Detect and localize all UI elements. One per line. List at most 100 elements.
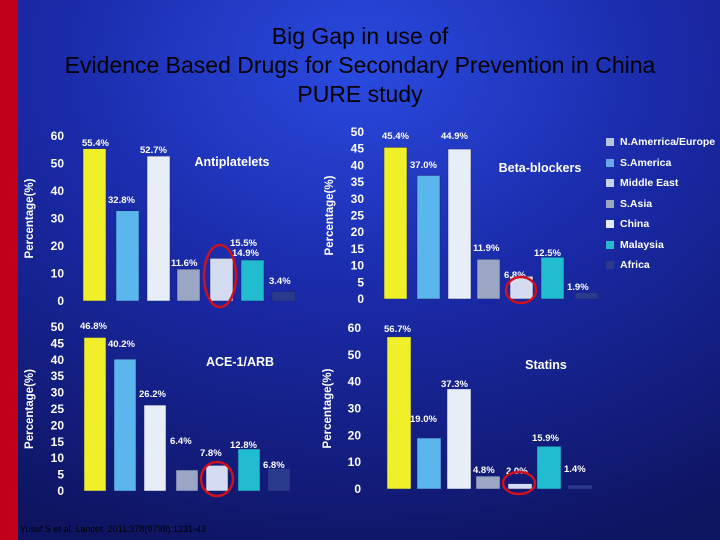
legend: N.Amerrica/Europe S.America Middle East S.A… [606, 136, 715, 280]
data-label: 7.8% [200, 448, 222, 459]
y-tick-label: 45 [51, 336, 65, 350]
data-label: 37.3% [441, 379, 468, 390]
bar-malaysia [536, 446, 562, 490]
y-tick-label: 20 [51, 418, 65, 432]
y-tick-label: 20 [348, 428, 362, 442]
y-tick-label: 40 [51, 184, 65, 198]
chart-title: Beta-blockers [499, 161, 582, 175]
y-tick-label: 40 [51, 353, 65, 367]
data-label: 32.8% [108, 195, 135, 206]
y-tick-label: 25 [51, 402, 65, 416]
title-line-1: Big Gap in use of [271, 23, 449, 49]
china-highlight-circle [504, 275, 538, 305]
data-label: 12.8% [230, 440, 257, 451]
data-label: 40.2% [108, 339, 135, 350]
y-tick-label: 15 [351, 242, 365, 256]
bar-malaysia [237, 448, 261, 492]
slide-title: Big Gap in use of Evidence Based Drugs f… [18, 22, 702, 109]
y-axis-title: Percentage(%) [24, 369, 36, 449]
bar-n-amerrica-europe [386, 336, 412, 490]
y-tick-label: 5 [57, 468, 64, 482]
china-highlight-circle [202, 243, 238, 309]
y-tick-label: 30 [51, 386, 65, 400]
bar-s-asia [476, 259, 501, 300]
data-label: 12.5% [534, 248, 561, 259]
legend-label: China [620, 218, 650, 230]
left-accent-bar [0, 0, 18, 540]
data-label: 15.5% [230, 238, 257, 249]
y-tick-label: 50 [348, 348, 362, 362]
data-label: 56.7% [384, 324, 411, 335]
bar-s-america [115, 210, 140, 302]
legend-label: Middle East [620, 177, 679, 189]
y-tick-label: 10 [51, 451, 65, 465]
data-label: 6.8% [263, 460, 285, 471]
y-tick-label: 20 [51, 239, 65, 253]
bar-china [209, 258, 234, 302]
y-tick-label: 15 [51, 435, 65, 449]
chart-title: ACE-1/ARB [206, 355, 274, 369]
bar-africa [567, 484, 593, 490]
y-tick-label: 0 [357, 292, 364, 306]
bar-n-amerrica-europe [82, 148, 107, 302]
data-label: 4.8% [473, 465, 495, 476]
bar-middle-east [446, 388, 472, 490]
bar-africa [271, 291, 296, 302]
y-tick-label: 50 [351, 125, 365, 139]
bar-middle-east [143, 404, 167, 492]
data-label: 14.9% [232, 248, 259, 259]
y-axis-title: Percentage(%) [24, 178, 36, 258]
legend-label: S.Asia [620, 197, 653, 210]
y-tick-label: 0 [354, 482, 361, 496]
legend-label: S.America [620, 156, 672, 169]
legend-item: S.America [606, 157, 715, 178]
legend-swatch [606, 261, 614, 269]
y-tick-label: 25 [351, 209, 365, 223]
bar-malaysia [240, 259, 265, 302]
bar-middle-east [447, 148, 472, 300]
data-label: 19.0% [410, 414, 437, 425]
bar-s-america [416, 437, 442, 490]
y-tick-label: 10 [351, 259, 365, 273]
chart-title: Antiplatelets [194, 155, 269, 169]
chart-title: Statins [525, 358, 567, 372]
bar-africa [267, 468, 291, 492]
china-highlight-circle [501, 470, 537, 496]
y-tick-label: 5 [357, 275, 364, 289]
data-label: 1.4% [564, 464, 586, 475]
citation: Yusuf S et al. Lancet. 2011;378(9798):12… [20, 524, 206, 534]
legend-swatch [606, 138, 614, 146]
y-tick-label: 40 [348, 375, 362, 389]
y-tick-label: 10 [51, 267, 65, 281]
y-tick-label: 60 [51, 129, 65, 143]
bar-china [507, 483, 533, 490]
legend-item: N.Amerrica/Europe [606, 136, 715, 157]
data-label: 3.4% [269, 276, 291, 287]
legend-swatch [606, 158, 614, 167]
legend-swatch [606, 199, 614, 208]
y-axis-title: Percentage(%) [324, 175, 336, 255]
y-tick-label: 40 [351, 158, 365, 172]
legend-label: N.Amerrica/Europe [620, 136, 716, 148]
legend-label: Malaysia [620, 238, 664, 251]
bar-s-america [113, 358, 137, 492]
bar-middle-east [146, 155, 171, 302]
bar-africa [574, 292, 599, 300]
data-label: 37.0% [410, 160, 437, 171]
y-tick-label: 35 [51, 369, 65, 383]
bar-s-asia [176, 268, 201, 302]
data-label: 1.9% [567, 282, 589, 293]
legend-item: China [606, 218, 715, 239]
y-tick-label: 30 [348, 402, 362, 416]
y-tick-label: 45 [351, 142, 365, 156]
y-tick-label: 20 [351, 225, 365, 239]
y-tick-label: 35 [351, 175, 365, 189]
legend-item: Middle East [606, 177, 715, 198]
y-axis-title: Percentage(%) [322, 368, 334, 448]
y-tick-label: 30 [51, 212, 65, 226]
legend-item: S.Asia [606, 198, 715, 219]
data-label: 44.9% [441, 131, 468, 142]
y-tick-label: 0 [57, 484, 64, 498]
title-line-3: PURE study [297, 81, 423, 107]
